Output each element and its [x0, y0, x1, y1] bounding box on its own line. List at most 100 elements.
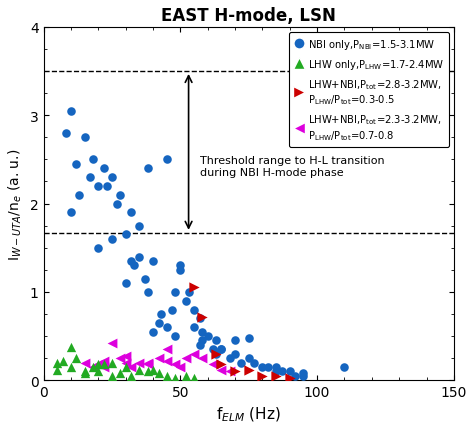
- Point: [117, 370, 124, 377]
- Point: [144, 368, 151, 375]
- Point: [75, 192, 83, 199]
- Point: [171, 289, 179, 296]
- Point: [81, 370, 89, 377]
- Point: [67, 209, 75, 216]
- Point: [177, 262, 184, 269]
- Point: [272, 368, 280, 375]
- Point: [300, 372, 307, 379]
- Point: [59, 357, 66, 364]
- Point: [73, 355, 80, 362]
- Point: [341, 364, 348, 371]
- Point: [67, 364, 75, 371]
- Y-axis label: I$_{W-UTA}$/n$_e$ (a. u.): I$_{W-UTA}$/n$_e$ (a. u.): [7, 148, 24, 260]
- Point: [136, 366, 143, 373]
- Point: [155, 370, 162, 377]
- Point: [163, 346, 171, 353]
- Point: [103, 183, 110, 190]
- Point: [171, 375, 179, 382]
- Point: [89, 364, 97, 371]
- Point: [144, 359, 151, 366]
- Point: [212, 337, 220, 344]
- Point: [100, 166, 108, 172]
- Point: [218, 366, 225, 373]
- Point: [231, 368, 239, 375]
- Point: [272, 372, 280, 379]
- Point: [218, 346, 225, 353]
- Point: [122, 364, 129, 371]
- Point: [278, 368, 285, 375]
- Point: [259, 364, 266, 371]
- Point: [86, 174, 94, 181]
- Point: [245, 355, 253, 362]
- Point: [292, 372, 299, 379]
- Point: [190, 324, 198, 331]
- Point: [81, 135, 89, 141]
- Point: [73, 161, 80, 168]
- Point: [117, 192, 124, 199]
- Point: [204, 333, 211, 340]
- Point: [114, 201, 121, 208]
- Point: [199, 355, 206, 362]
- Point: [128, 364, 135, 371]
- Point: [108, 359, 116, 366]
- Point: [168, 307, 176, 313]
- Point: [122, 280, 129, 287]
- Point: [210, 361, 217, 368]
- Point: [155, 355, 162, 362]
- Point: [250, 359, 258, 366]
- Point: [149, 329, 157, 335]
- Point: [67, 108, 75, 115]
- Point: [245, 366, 253, 373]
- Point: [182, 298, 190, 304]
- Point: [149, 258, 157, 265]
- Point: [171, 361, 179, 368]
- Point: [199, 337, 206, 344]
- Point: [286, 375, 293, 382]
- Point: [226, 368, 233, 375]
- Point: [163, 157, 171, 163]
- Point: [94, 183, 102, 190]
- Point: [130, 262, 137, 269]
- Point: [117, 355, 124, 362]
- Point: [272, 364, 280, 371]
- Point: [136, 223, 143, 230]
- Point: [286, 368, 293, 375]
- Point: [190, 284, 198, 291]
- X-axis label: f$_{ELM}$ (Hz): f$_{ELM}$ (Hz): [217, 405, 281, 423]
- Point: [218, 361, 225, 368]
- Point: [185, 289, 192, 296]
- Title: EAST H-mode, LSN: EAST H-mode, LSN: [161, 7, 336, 25]
- Point: [89, 157, 97, 163]
- Point: [163, 372, 171, 379]
- Point: [54, 366, 61, 373]
- Point: [81, 359, 89, 366]
- Point: [144, 166, 151, 172]
- Point: [199, 329, 206, 335]
- Point: [100, 357, 108, 364]
- Point: [136, 254, 143, 261]
- Point: [212, 350, 220, 357]
- Point: [245, 335, 253, 341]
- Point: [81, 368, 89, 375]
- Point: [94, 368, 102, 375]
- Point: [231, 337, 239, 344]
- Point: [94, 361, 102, 368]
- Point: [182, 372, 190, 379]
- Point: [231, 350, 239, 357]
- Point: [237, 359, 244, 366]
- Point: [199, 313, 206, 320]
- Point: [141, 276, 149, 283]
- Point: [144, 289, 151, 296]
- Point: [94, 361, 102, 368]
- Point: [155, 319, 162, 326]
- Point: [196, 315, 203, 322]
- Point: [300, 370, 307, 377]
- Point: [100, 361, 108, 368]
- Point: [171, 333, 179, 340]
- Point: [264, 364, 272, 371]
- Point: [177, 267, 184, 273]
- Point: [54, 359, 61, 366]
- Legend: NBI only,P$_{\mathrm{NBI}}$=1.5-3.1MW, LHW only,P$_{\mathrm{LHW}}$=1.7-2.4MW, LH: NBI only,P$_{\mathrm{NBI}}$=1.5-3.1MW, L…: [289, 33, 449, 148]
- Point: [226, 355, 233, 362]
- Point: [122, 352, 129, 359]
